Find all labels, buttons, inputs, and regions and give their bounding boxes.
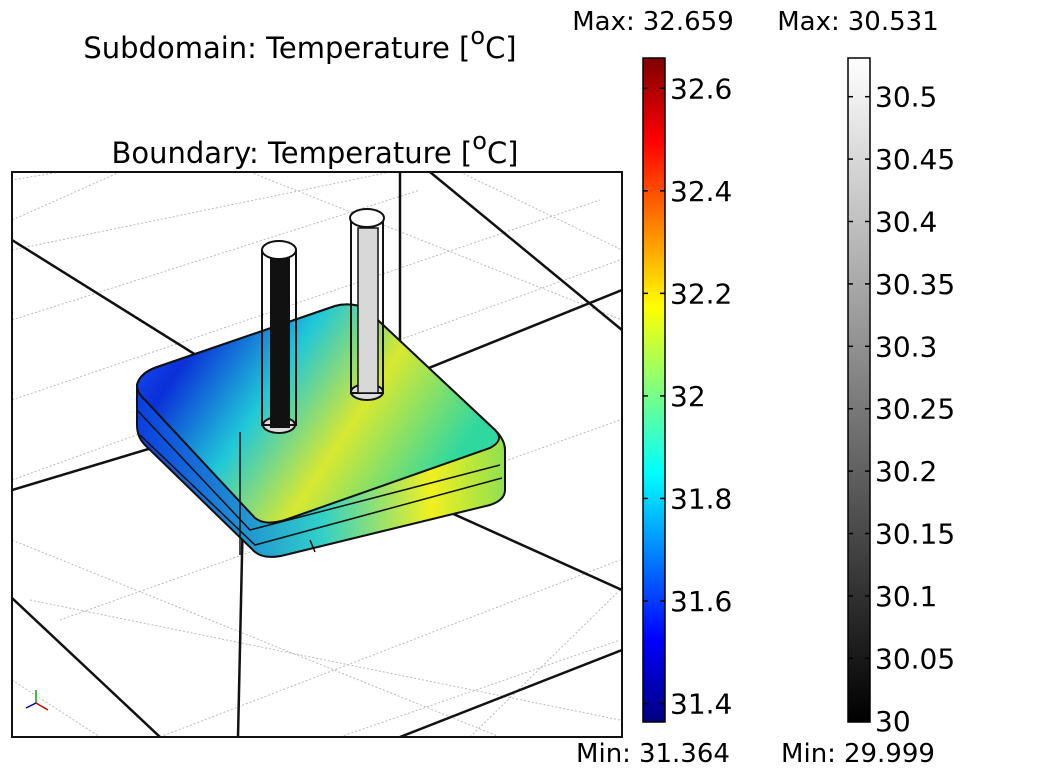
- tick-label: 32: [670, 380, 706, 413]
- scene: [12, 172, 622, 737]
- min-label-text: Min:: [781, 739, 836, 769]
- tick-label: 30.2: [875, 455, 937, 488]
- title: Boundary: Temperature [oC]: [111, 127, 518, 170]
- tick-label: 32.4: [670, 175, 732, 208]
- tick-label: 32.2: [670, 277, 732, 310]
- tick-label: 30.15: [875, 518, 955, 551]
- tick-label: 30.1: [875, 580, 937, 613]
- tick-label: 30.35: [875, 268, 955, 301]
- title-text: Boundary: Temperature [: [111, 136, 472, 170]
- titles: Subdomain: Temperature [oC]Boundary: Tem…: [83, 22, 518, 170]
- title-text: C]: [487, 136, 519, 170]
- tick-label: 30.5: [875, 81, 937, 114]
- title-text: C]: [485, 31, 517, 65]
- min-label-text: Min:: [576, 739, 631, 769]
- min-label: Min: 29.999: [781, 739, 935, 769]
- tick-label: 30.05: [875, 642, 955, 675]
- tick-label: 30.45: [875, 143, 955, 176]
- max-value: 30.531: [848, 7, 939, 37]
- rods: [261, 208, 385, 434]
- tick-label: 32.6: [670, 72, 732, 105]
- title: Subdomain: Temperature [oC]: [83, 22, 516, 65]
- max-label: Max: 32.659: [572, 7, 734, 37]
- title-text: Subdomain: Temperature [: [83, 31, 470, 65]
- max-label-text: Max:: [777, 7, 840, 37]
- max-value: 32.659: [643, 7, 734, 37]
- max-label-text: Max:: [572, 7, 635, 37]
- viewport-frame: [11, 171, 623, 738]
- tick-label: 30: [875, 705, 911, 738]
- tick-label: 31.4: [670, 688, 732, 721]
- tick-label: 30.4: [875, 206, 937, 239]
- axis-triad: [25, 690, 49, 711]
- min-value: 29.999: [844, 739, 935, 769]
- tick-label: 30.3: [875, 330, 937, 363]
- colorbars: Max: 32.659 Min: 31.364 31.4 31.6 31.8 32 32.2 32…: [572, 7, 955, 769]
- tick-label: 31.8: [670, 482, 732, 515]
- min-value: 31.364: [639, 739, 730, 769]
- colorbar: [642, 57, 666, 723]
- plate: [135, 303, 506, 558]
- tick-label: 31.6: [670, 585, 732, 618]
- title-superscript: o: [470, 22, 485, 50]
- min-label: Min: 31.364: [576, 739, 730, 769]
- tick-label: 30.25: [875, 393, 955, 426]
- title-superscript: o: [472, 127, 487, 155]
- colorbar: [847, 57, 871, 723]
- max-label: Max: 30.531: [777, 7, 939, 37]
